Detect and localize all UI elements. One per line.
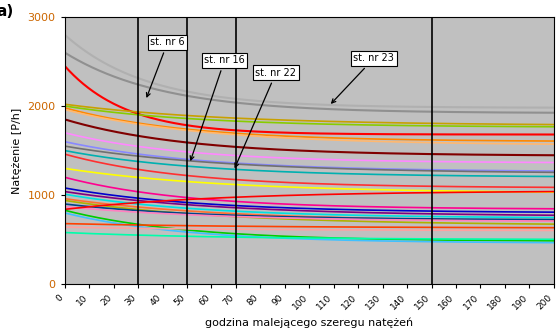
Text: st. nr 22: st. nr 22 — [235, 68, 296, 167]
Text: a): a) — [0, 4, 13, 19]
Y-axis label: Natężenie [P/h]: Natężenie [P/h] — [12, 108, 22, 194]
Text: st. nr 23: st. nr 23 — [331, 53, 394, 103]
Text: st. nr 6: st. nr 6 — [146, 38, 185, 97]
Text: st. nr 16: st. nr 16 — [190, 55, 245, 160]
X-axis label: godzina malejącego szeregu natężeń: godzina malejącego szeregu natężeń — [205, 317, 413, 328]
